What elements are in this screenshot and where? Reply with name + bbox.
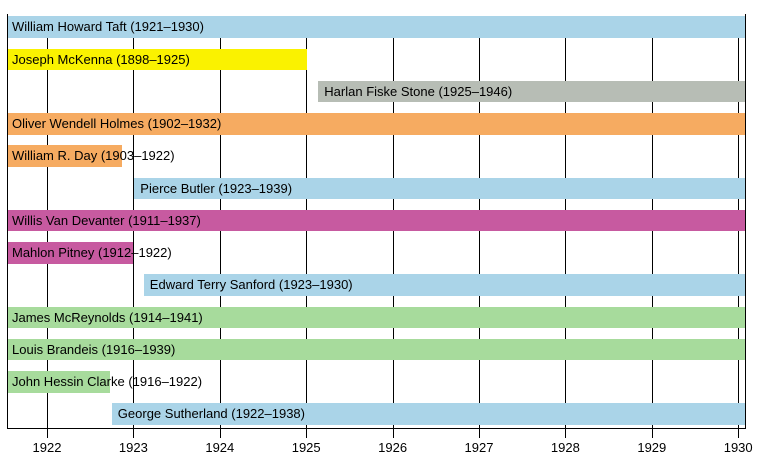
bar-label-joseph-mckenna: Joseph McKenna (1898–1925): [12, 51, 190, 67]
bar-label-john-hessin-clarke: John Hessin Clarke (1916–1922): [12, 374, 203, 390]
timeline-bar-edward-terry-sanford: [143, 274, 746, 296]
timeline-bar-john-hessin-clarke: [8, 371, 111, 393]
bar-label-william-howard-taft: William Howard Taft (1921–1930): [12, 19, 204, 35]
timeline-bar-pierce-butler: [134, 177, 746, 200]
plot-left-border: [7, 14, 8, 428]
timeline-bar-oliver-wendell-holmes: [8, 113, 746, 135]
bar-label-edward-terry-sanford: Edward Terry Sanford (1923–1930): [149, 277, 353, 293]
timeline-bar-mahlon-pitney: [8, 242, 134, 264]
bar-label-james-mcreynolds: James McReynolds (1914–1941): [12, 309, 203, 325]
bar-label-harlan-fiske-stone: Harlan Fiske Stone (1925–1946): [324, 83, 513, 99]
timeline-bar-harlan-fiske-stone: [318, 80, 746, 103]
x-tick-label: 1926: [378, 440, 408, 455]
bar-label-louis-brandeis: Louis Brandeis (1916–1939): [12, 341, 176, 357]
timeline-bar-william-r-day: [8, 145, 123, 167]
bar-label-george-sutherland: George Sutherland (1922–1938): [117, 406, 305, 422]
bar-label-mahlon-pitney: Mahlon Pitney (1912–1922): [12, 245, 172, 261]
x-tick-label: 1927: [464, 440, 494, 455]
timeline-bar-joseph-mckenna: [8, 48, 307, 70]
timeline-bar-willis-van-devanter: [8, 209, 746, 232]
x-axis-line: [7, 428, 746, 429]
x-tick-label: 1925: [291, 440, 321, 455]
plot-right-border: [745, 14, 746, 428]
timeline-bar-louis-brandeis: [8, 338, 746, 361]
x-tick-label: 1922: [32, 440, 62, 455]
x-tick-label: 1930: [723, 440, 753, 455]
timeline-bar-george-sutherland: [111, 403, 746, 425]
x-tick-label: 1924: [205, 440, 235, 455]
bar-label-willis-van-devanter: Willis Van Devanter (1911–1937): [12, 212, 201, 228]
bar-label-oliver-wendell-holmes: Oliver Wendell Holmes (1902–1932): [12, 116, 222, 131]
bar-label-william-r-day: William R. Day (1903–1922): [12, 148, 175, 164]
bar-label-pierce-butler: Pierce Butler (1923–1939): [140, 180, 293, 196]
timeline-bar-james-mcreynolds: [8, 306, 746, 329]
x-tick-label: 1923: [118, 440, 148, 455]
x-tick-label: 1929: [637, 440, 667, 455]
timeline-bar-william-howard-taft: [8, 16, 746, 38]
x-tick-label: 1928: [550, 440, 580, 455]
